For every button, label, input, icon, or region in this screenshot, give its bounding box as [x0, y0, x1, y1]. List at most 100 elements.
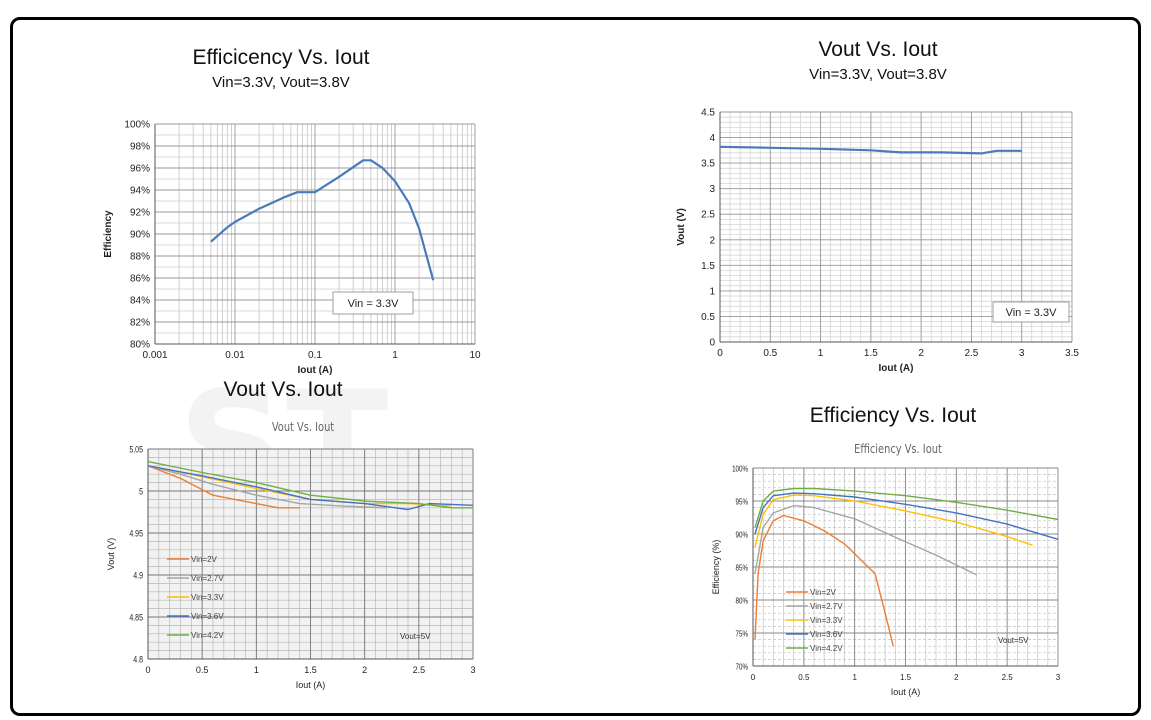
y-tick-label: 100% — [732, 465, 748, 474]
legend-label: Vin=4.2V — [810, 644, 843, 653]
x-tick-label: 0 — [717, 348, 723, 359]
y-tick-label: 4.85 — [129, 613, 143, 623]
legend-label: Vin=2.7V — [191, 574, 224, 583]
series-line-vin-4-2v — [147, 460, 473, 509]
y-tick-label: 4.9 — [133, 571, 143, 581]
chart-plot: 70% 75% 80% 85% 90% 95% 100% 0 0.5 1 1.5 2 2.5 3 Iout … — [711, 465, 1061, 697]
x-tick-label: 3.5 — [1065, 348, 1079, 359]
annotation-text: Vout=5V — [998, 636, 1029, 645]
y-tick-label: 90% — [130, 230, 150, 241]
y-tick-label: 5 — [139, 487, 143, 497]
series-line-vin-2-7v — [147, 465, 387, 509]
figure-frame: ST Efficicency Vs. Iout Vin=3.3V, Vout=3… — [10, 17, 1141, 716]
series-line-vin-2v — [147, 465, 300, 509]
y-tick-label: 3 — [709, 184, 715, 195]
y-tick-label: 84% — [130, 296, 150, 307]
y-tick-label: 2.5 — [701, 210, 715, 221]
x-axis-label: Iout (A) — [296, 680, 326, 690]
chart-title: Vout Vs. Iout — [223, 378, 343, 401]
series-line-vin-3-3v — [754, 494, 1033, 548]
legend-label: Vin=2V — [191, 555, 218, 564]
y-tick-label: 4.5 — [701, 108, 715, 119]
y-tick-label: 70% — [736, 663, 749, 672]
x-tick-label: 1.5 — [900, 673, 912, 682]
y-tick-label: 96% — [130, 164, 150, 175]
x-tick-label: 0 — [145, 665, 150, 675]
x-tick-label: 2 — [954, 673, 959, 682]
y-tick-label: 5.05 — [129, 445, 143, 455]
y-tick-label: 92% — [130, 208, 150, 219]
y-tick-label: 98% — [130, 142, 150, 153]
x-tick-label: 0.5 — [763, 348, 777, 359]
x-tick-label: 0.5 — [798, 673, 810, 682]
chart-title: Vout Vs. Iout — [818, 38, 938, 61]
chart-plot: 80% 82% 84% 86% 88% 90% 92% 94% 96% 98% 100% 0.001 0… — [103, 120, 481, 377]
x-tick-label: 3 — [470, 665, 475, 675]
y-tick-label: 1 — [709, 286, 715, 297]
x-tick-label: 0.5 — [196, 665, 209, 675]
legend-label: Vin=3.6V — [191, 612, 224, 621]
vout-multi-chart-bottom-left: Vout Vs. Iout Vout Vs. Iout 4.8 4.85 4.9 4.… — [103, 374, 503, 704]
y-tick-label: 85% — [736, 564, 749, 573]
x-tick-label: 3 — [1019, 348, 1025, 359]
x-axis-label: Iout (A) — [298, 365, 333, 376]
x-axis-label: Iout (A) — [891, 687, 921, 697]
chart-inner-title: Vout Vs. Iout — [271, 420, 335, 434]
chart-plot: 4.8 4.85 4.9 4.95 5 5.05 0 0.5 1 1.5 2 2.5 3 Iout (A)… — [106, 445, 476, 690]
x-tick-label: 2.5 — [413, 665, 426, 675]
annotation-box — [332, 291, 414, 315]
y-tick-label: 4.95 — [129, 529, 143, 539]
efficiency-multi-chart-bottom-right: Efficiency Vs. Iout Efficiency Vs. Iout … — [698, 400, 1098, 705]
annotation-box — [992, 301, 1070, 323]
series-line-vin-2-7v — [754, 504, 978, 576]
chart-title: Efficicency Vs. Iout — [192, 46, 370, 69]
y-tick-label: 4 — [709, 133, 715, 144]
legend-label: Vin=3.3V — [191, 593, 224, 602]
y-axis-label: Efficiency — [103, 210, 114, 258]
x-tick-label: 10 — [469, 350, 481, 361]
series-line-vin-4-2v — [754, 487, 1059, 528]
x-tick-label: 0.001 — [142, 350, 167, 361]
series-line-vin-2v — [754, 514, 894, 647]
x-tick-label: 1 — [392, 350, 398, 361]
y-axis-label: Vout (V) — [106, 538, 116, 571]
x-tick-label: 1 — [254, 665, 259, 675]
chart-subtitle: Vin=3.3V, Vout=3.8V — [212, 74, 350, 91]
y-tick-label: 88% — [130, 252, 150, 263]
annotation-text: Vout=5V — [400, 632, 431, 641]
x-tick-label: 1.5 — [304, 665, 317, 675]
annotation-text: Vin = 3.3V — [348, 298, 400, 310]
x-tick-label: 2.5 — [964, 348, 978, 359]
x-tick-label: 0.1 — [308, 350, 322, 361]
annotation-text: Vin = 3.3V — [1006, 307, 1058, 319]
chart-inner-title: Efficiency Vs. Iout — [854, 442, 942, 456]
legend-label: Vin=4.2V — [191, 631, 224, 640]
vout-chart-top-right: Vout Vs. Iout Vin=3.3V, Vout=3.8V 0 0.5 1 1… — [668, 34, 1088, 379]
series-line-vin-3-3v — [210, 159, 435, 281]
y-tick-label: 1.5 — [701, 261, 715, 272]
chart-title: Efficiency Vs. Iout — [809, 404, 977, 427]
series-line-vin-3-6v — [754, 492, 1059, 540]
y-tick-label: 95% — [736, 498, 749, 507]
x-tick-label: 0.01 — [225, 350, 245, 361]
x-axis-label: Iout (A) — [879, 363, 914, 374]
legend-label: Vin=3.3V — [810, 616, 843, 625]
y-tick-label: 3.5 — [701, 159, 715, 170]
chart-subtitle: Vin=3.3V, Vout=3.8V — [809, 66, 947, 83]
legend-label: Vin=2V — [810, 588, 837, 597]
x-tick-label: 2 — [918, 348, 924, 359]
y-tick-label: 82% — [130, 318, 150, 329]
x-tick-label: 1.5 — [864, 348, 878, 359]
y-tick-label: 86% — [130, 274, 150, 285]
y-tick-label: 80% — [736, 597, 749, 606]
efficiency-chart-top-left: Efficicency Vs. Iout Vin=3.3V, Vout=3.8V… — [71, 42, 491, 387]
y-axis-label: Efficiency (%) — [711, 540, 721, 595]
x-tick-label: 1 — [818, 348, 824, 359]
y-tick-label: 100% — [124, 120, 150, 131]
x-tick-label: 3 — [1056, 673, 1061, 682]
legend-label: Vin=2.7V — [810, 602, 843, 611]
x-tick-label: 1 — [852, 673, 857, 682]
x-tick-label: 0 — [751, 673, 756, 682]
legend-label: Vin=3.6V — [810, 630, 843, 639]
y-tick-label: 0.5 — [701, 312, 715, 323]
